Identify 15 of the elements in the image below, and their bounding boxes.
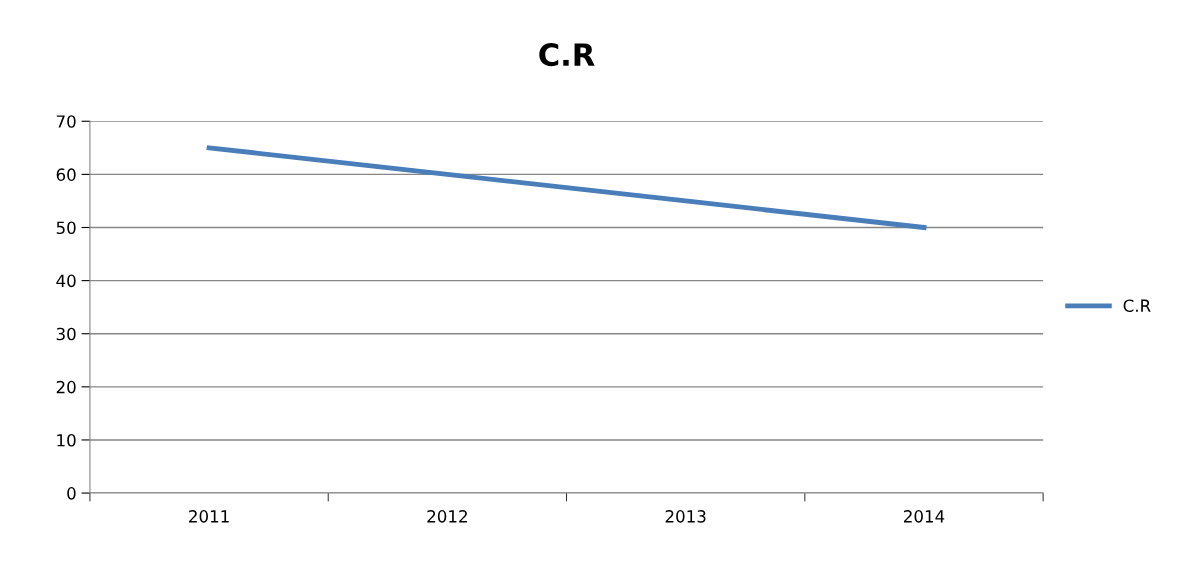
x-tick-label: 2011 bbox=[189, 510, 229, 523]
y-tick-label: 40 bbox=[56, 274, 76, 288]
y-tick-label: 0 bbox=[67, 487, 76, 500]
y-tick-label: 20 bbox=[56, 380, 76, 394]
x-tick-label: 2014 bbox=[903, 510, 945, 523]
y-tick-label: 60 bbox=[56, 168, 76, 181]
chart-title: C.R bbox=[539, 43, 595, 67]
y-tick-label: 30 bbox=[56, 327, 76, 341]
legend-label: C.R bbox=[1123, 299, 1151, 312]
x-tick-label: 2012 bbox=[427, 510, 467, 523]
x-tick-label: 2013 bbox=[665, 510, 706, 523]
y-tick-label: 10 bbox=[57, 433, 76, 447]
line-series bbox=[206, 145, 927, 230]
y-tick-label: 70 bbox=[56, 115, 76, 128]
y-tick-label: 50 bbox=[56, 221, 76, 235]
